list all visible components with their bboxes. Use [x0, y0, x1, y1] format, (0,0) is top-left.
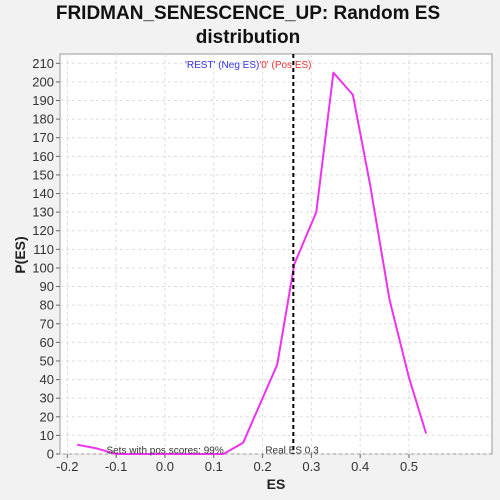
y-axis-label: P(ES): [12, 236, 28, 273]
y-tick-label: 210: [32, 56, 54, 71]
sets-pos-annotation: Sets with pos scores: 99%: [106, 446, 223, 457]
y-tick-label: 90: [40, 279, 54, 294]
plot-area: [59, 53, 493, 455]
y-tick-label: 80: [40, 298, 54, 313]
x-tick-label: 0.5: [400, 459, 418, 474]
y-tick-label: 30: [40, 391, 54, 406]
chart-title-line-1: FRIDMAN_SENESCENCE_UP: Random ES: [56, 3, 440, 24]
y-tick-label: 100: [32, 260, 54, 275]
x-tick-label: -0.1: [105, 459, 127, 474]
x-tick-label: 0.1: [205, 459, 223, 474]
series-line: [76, 71, 428, 455]
y-tick-label: 190: [32, 93, 54, 108]
axis-ticks: 0 10 20 30 40 50 60 70 80 90 100 110 120 130 140 150 160…: [32, 56, 418, 474]
y-tick-label: 50: [40, 353, 54, 368]
pos-es-label: '0' (Pos ES): [259, 60, 311, 71]
y-tick-label: 160: [32, 149, 54, 164]
y-tick-label: 0: [47, 447, 54, 462]
y-tick-label: 150: [32, 167, 54, 182]
y-tick-label: 110: [33, 242, 54, 257]
grid: [60, 54, 492, 455]
real-es-annotation: Real ES 0.3: [265, 446, 319, 457]
x-tick-label: 0.4: [351, 459, 369, 474]
y-tick-label: 40: [40, 372, 54, 387]
y-tick-label: 60: [40, 335, 54, 350]
y-tick-label: 200: [32, 74, 54, 89]
y-tick-label: 170: [32, 130, 54, 145]
x-tick-label: 0.3: [302, 459, 320, 474]
y-tick-label: 70: [40, 316, 54, 331]
x-tick-label: 0.0: [156, 459, 174, 474]
y-tick-label: 10: [40, 428, 54, 443]
neg-es-label: 'REST' (Neg ES): [185, 60, 259, 71]
y-tick-label: 20: [40, 409, 54, 424]
y-tick-label: 130: [32, 205, 54, 220]
y-tick-label: 180: [32, 112, 54, 127]
x-tick-label: 0.2: [254, 459, 272, 474]
x-tick-label: -0.2: [56, 459, 78, 474]
series-group: [76, 71, 428, 455]
y-tick-label: 140: [32, 186, 54, 201]
x-axis-label: ES: [267, 476, 286, 492]
y-tick-label: 120: [32, 223, 54, 238]
chart-title-line-2: distribution: [196, 27, 300, 48]
